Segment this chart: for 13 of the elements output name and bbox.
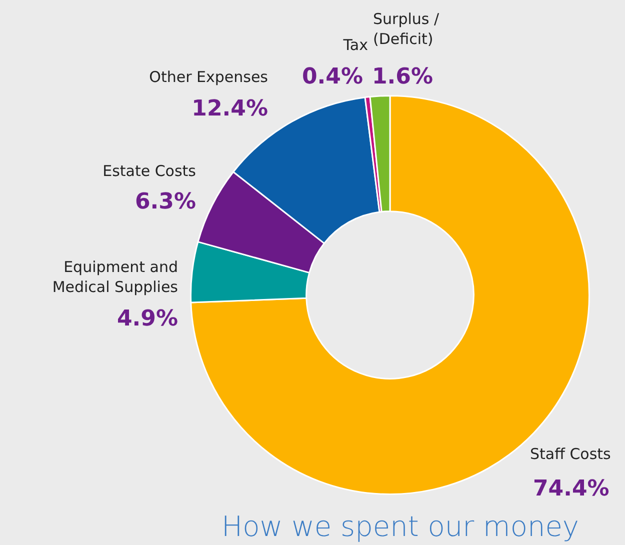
- slice-label: Tax: [342, 36, 368, 54]
- slice-label: Staff Costs: [530, 444, 612, 463]
- slice-label: Surplus / (Deficit): [373, 10, 440, 48]
- slice-label: Equipment and Medical Supplies: [52, 258, 178, 296]
- text: How we spent our money: [222, 510, 579, 543]
- slice-label: Other Expenses: [149, 68, 268, 86]
- slice-label: Estate Costs: [102, 162, 196, 180]
- data-label: 6.3%: [134, 190, 196, 215]
- data-label: 1.6%: [372, 64, 434, 90]
- data-label: 4.9%: [116, 306, 178, 332]
- data-label: 12.4%: [192, 96, 268, 122]
- data-label: 0.4%: [302, 64, 363, 90]
- data-label: 74.4%: [533, 476, 610, 502]
